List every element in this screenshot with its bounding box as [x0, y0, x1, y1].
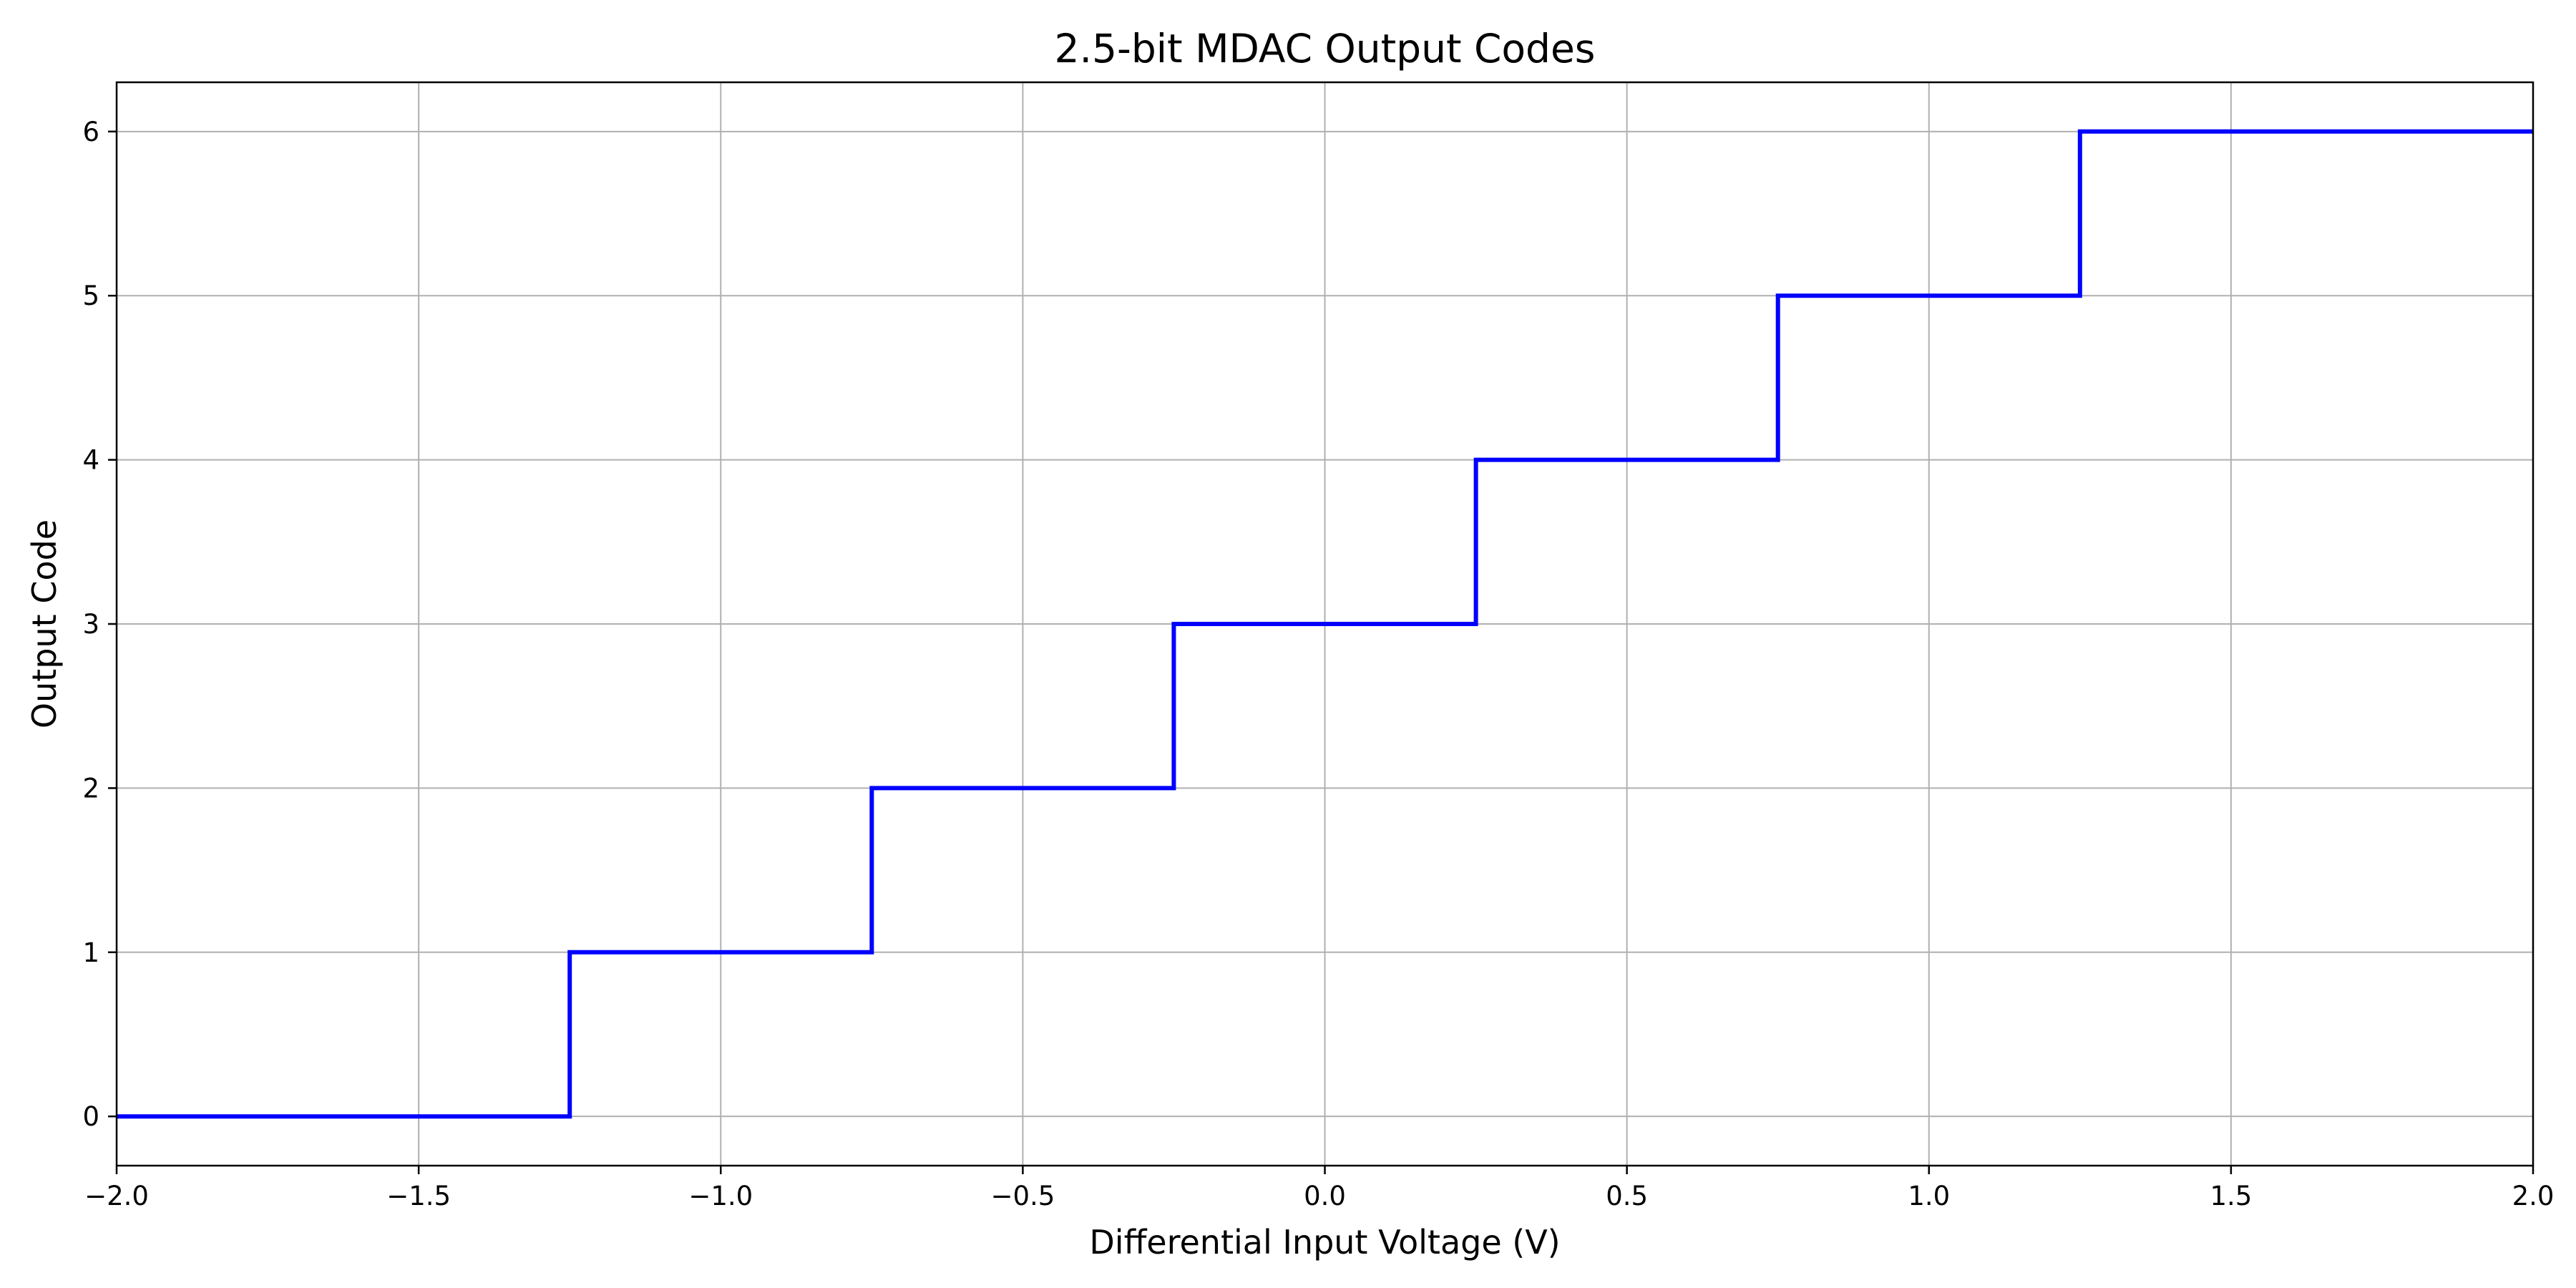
x-axis-label: Differential Input Voltage (V) — [1089, 1223, 1560, 1262]
y-tick-label: 3 — [82, 609, 99, 640]
x-tick-label: 0.0 — [1304, 1181, 1346, 1211]
y-tick-label: 2 — [82, 773, 99, 804]
x-tick-label: 1.0 — [1908, 1181, 1950, 1211]
x-tick-label: 2.0 — [2512, 1181, 2555, 1211]
step-series-line — [117, 129, 2533, 1119]
y-tick-label: 1 — [82, 937, 99, 968]
y-tick-label: 0 — [82, 1101, 99, 1132]
y-tick-label: 6 — [82, 117, 99, 147]
x-axis-ticks: −2.0 −1.5 −1.0 −0.5 0.0 0.5 1.0 1.5 2.0 — [84, 1166, 2554, 1211]
x-tick-label: 1.5 — [2210, 1181, 2252, 1211]
y-axis-label: Output Code — [25, 519, 64, 728]
x-tick-label: −0.5 — [990, 1181, 1055, 1211]
x-tick-label: −2.0 — [84, 1181, 149, 1211]
x-tick-label: −1.0 — [688, 1181, 753, 1211]
chart-title: 2.5-bit MDAC Output Codes — [1055, 26, 1596, 72]
y-tick-label: 5 — [82, 280, 99, 311]
y-axis-ticks: 0 1 2 3 4 5 6 — [82, 117, 117, 1132]
series-layer — [117, 129, 2533, 1119]
x-tick-label: 0.5 — [1606, 1181, 1648, 1211]
y-tick-label: 4 — [82, 445, 99, 476]
x-tick-label: −1.5 — [386, 1181, 451, 1211]
